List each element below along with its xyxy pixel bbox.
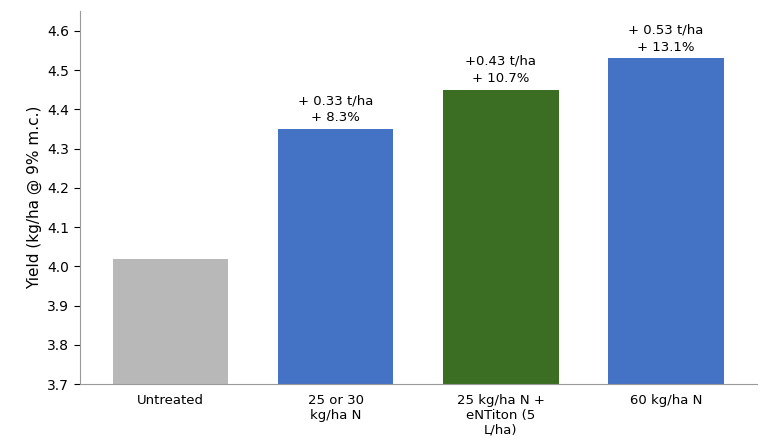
Bar — [608, 58, 724, 448]
Text: + 0.53 t/ha
+ 13.1%: + 0.53 t/ha + 13.1% — [628, 24, 703, 53]
Text: +0.43 t/ha
+ 10.7%: +0.43 t/ha + 10.7% — [465, 55, 536, 85]
Y-axis label: Yield (kg/ha @ 9% m.c.): Yield (kg/ha @ 9% m.c.) — [26, 106, 41, 289]
Bar — [278, 129, 393, 448]
Text: + 0.33 t/ha
+ 8.3%: + 0.33 t/ha + 8.3% — [298, 94, 373, 124]
Bar — [443, 90, 558, 448]
Bar — [113, 258, 228, 448]
